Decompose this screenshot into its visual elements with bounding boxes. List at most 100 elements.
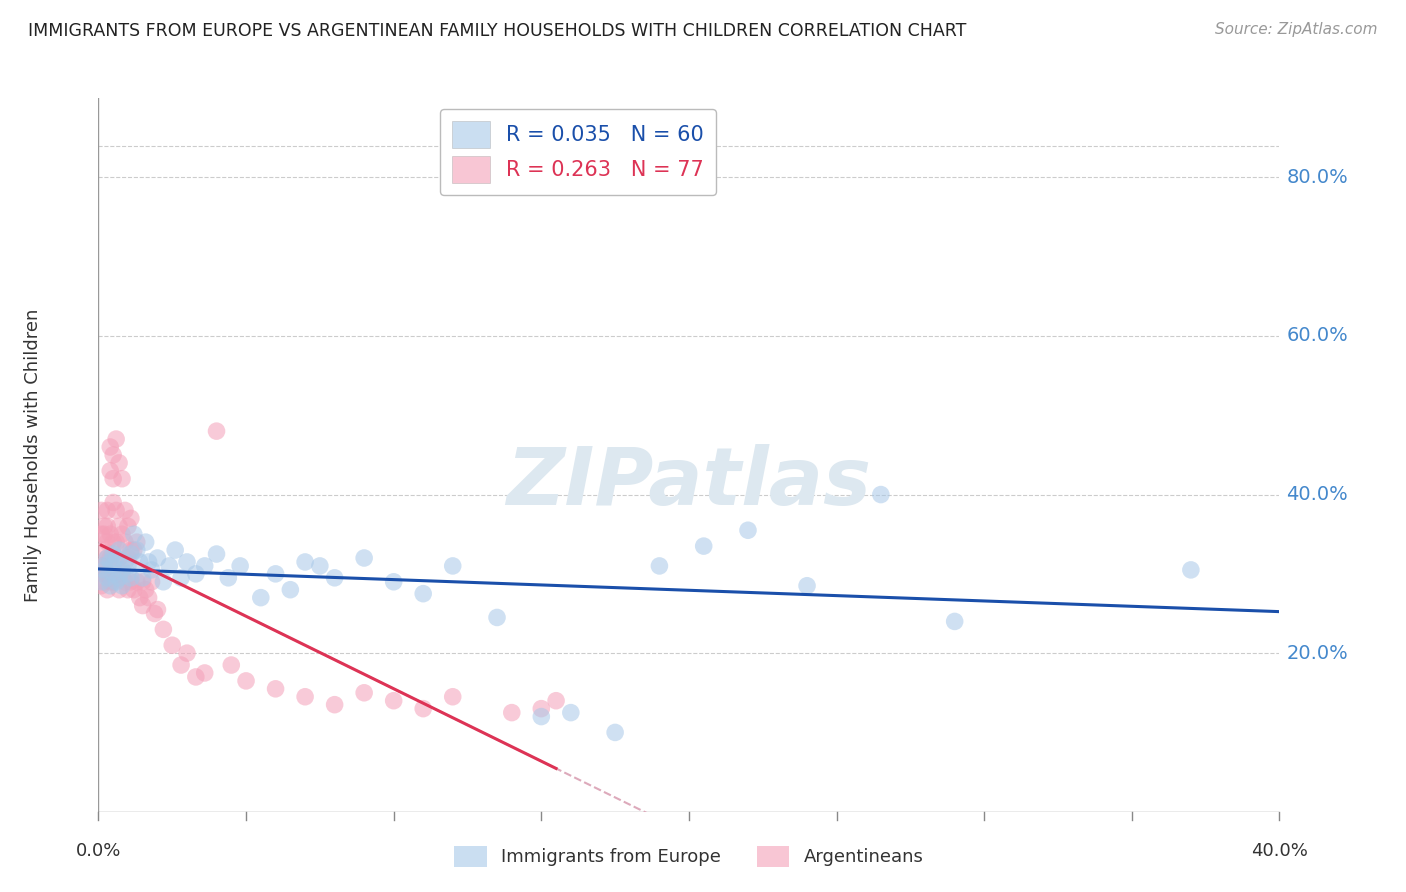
Point [108, 571, 131, 585]
Point [103, 558, 125, 573]
Point [135, 535, 157, 549]
Point [114, 535, 136, 549]
Point [98, 555, 121, 569]
Point [141, 574, 163, 589]
Point [96, 566, 118, 581]
Point [170, 571, 193, 585]
Point [152, 623, 174, 637]
Point [278, 582, 302, 597]
Point [90, 579, 112, 593]
Point [96, 519, 118, 533]
Point [353, 686, 375, 700]
Point [105, 535, 128, 549]
Text: 40.0%: 40.0% [1251, 842, 1308, 860]
Point [323, 571, 346, 585]
Point [103, 566, 125, 581]
Point [120, 574, 142, 589]
Point [170, 658, 193, 673]
Point [105, 432, 128, 446]
Point [441, 558, 464, 573]
Point [125, 574, 148, 589]
Point [96, 551, 118, 566]
Point [96, 503, 118, 517]
Point [93, 543, 115, 558]
Point [146, 602, 169, 616]
Point [486, 610, 509, 624]
Point [165, 543, 187, 558]
Point [108, 582, 131, 597]
Point [114, 555, 136, 569]
Point [96, 571, 118, 585]
Point [114, 503, 136, 517]
Point [132, 574, 155, 589]
Point [117, 566, 139, 581]
Point [737, 523, 759, 537]
Point [93, 558, 115, 573]
Point [530, 709, 553, 723]
Point [93, 519, 115, 533]
Point [501, 706, 523, 720]
Point [176, 646, 198, 660]
Point [146, 551, 169, 566]
Point [96, 551, 118, 566]
Point [194, 665, 217, 680]
Text: ZIPatlas: ZIPatlas [506, 444, 872, 523]
Text: 20.0%: 20.0% [1286, 644, 1348, 663]
Text: 40.0%: 40.0% [1286, 485, 1348, 504]
Point [105, 503, 128, 517]
Point [125, 535, 148, 549]
Point [412, 701, 434, 715]
Point [441, 690, 464, 704]
Point [98, 440, 121, 454]
Text: 60.0%: 60.0% [1286, 326, 1348, 345]
Point [111, 563, 134, 577]
Point [111, 566, 134, 581]
Point [120, 547, 142, 561]
Point [103, 535, 125, 549]
Point [111, 579, 134, 593]
Point [235, 673, 257, 688]
Point [943, 615, 966, 629]
Point [152, 574, 174, 589]
Point [264, 566, 287, 581]
Point [176, 555, 198, 569]
Point [96, 535, 118, 549]
Point [648, 558, 671, 573]
Point [105, 574, 128, 589]
Point [98, 464, 121, 478]
Point [194, 558, 217, 573]
Point [120, 511, 142, 525]
Point [117, 582, 139, 597]
Point [90, 558, 112, 573]
Point [138, 591, 160, 605]
Point [205, 424, 228, 438]
Point [796, 579, 818, 593]
Text: Family Households with Children: Family Households with Children [24, 309, 42, 601]
Point [120, 543, 142, 558]
Point [132, 599, 155, 613]
Point [105, 566, 128, 581]
Point [135, 582, 157, 597]
Point [98, 574, 121, 589]
Point [605, 725, 627, 739]
Point [143, 607, 166, 621]
Point [108, 519, 131, 533]
Point [205, 547, 228, 561]
Point [122, 582, 145, 597]
Point [184, 566, 207, 581]
Point [103, 472, 125, 486]
Point [162, 638, 183, 652]
Point [217, 571, 239, 585]
Point [250, 591, 273, 605]
Point [111, 527, 134, 541]
Point [382, 694, 405, 708]
Point [98, 579, 121, 593]
Point [93, 574, 115, 589]
Point [93, 563, 115, 577]
Point [90, 527, 112, 541]
Point [103, 495, 125, 509]
Point [125, 543, 148, 558]
Point [122, 543, 145, 558]
Point [1180, 563, 1202, 577]
Legend: Immigrants from Europe, Argentineans: Immigrants from Europe, Argentineans [447, 838, 931, 874]
